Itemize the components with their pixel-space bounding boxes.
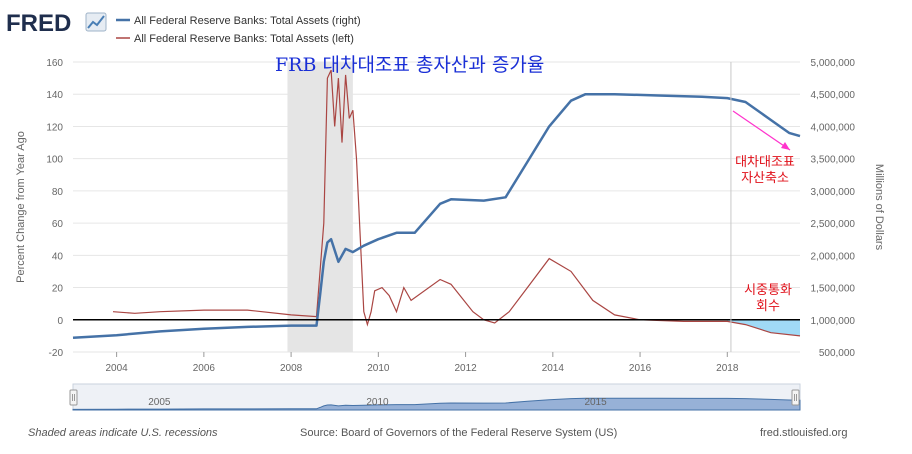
source-note: Source: Board of Governors of the Federa… <box>300 427 617 439</box>
x-tick-label: 2014 <box>542 363 565 374</box>
annotation-withdrawal-line1: 시중통화 <box>744 283 792 298</box>
navigator-label: 2010 <box>366 397 389 408</box>
y-right-tick-label: 4,500,000 <box>811 90 856 101</box>
annotation-withdrawal: 시중통화 회수 <box>744 283 792 314</box>
annotation-shrink: 대차대조표 자산축소 <box>732 110 795 186</box>
y-right-tick-label: 1,000,000 <box>811 316 856 327</box>
x-axis-ticks: 2004 2006 2008 2010 2012 2014 2016 2018 <box>105 352 739 374</box>
recession-shading <box>287 62 353 352</box>
navigator-label: 2005 <box>148 397 171 408</box>
y-left-tick-label: 0 <box>57 316 63 327</box>
annotation-arrow-head <box>781 142 790 150</box>
x-tick-label: 2016 <box>629 363 652 374</box>
range-navigator[interactable]: 2005 2010 2015 <box>69 383 801 411</box>
y-left-tick-label: 40 <box>52 251 64 262</box>
navigator-left-handle[interactable] <box>69 389 78 406</box>
recession-band <box>287 62 353 352</box>
legend-label-left: All Federal Reserve Banks: Total Assets … <box>134 33 354 45</box>
annotation-arrow-line <box>732 110 791 151</box>
y-right-tick-label: 2,000,000 <box>811 251 856 262</box>
y-left-tick-label: 80 <box>52 187 64 198</box>
x-tick-label: 2004 <box>105 363 128 374</box>
series-right-line <box>72 92 801 340</box>
y-right-axis-title: Millions of Dollars <box>873 164 885 251</box>
x-tick-label: 2008 <box>280 363 303 374</box>
y-right-tick-label: 5,000,000 <box>811 58 856 69</box>
y-right-tick-label: 4,000,000 <box>811 122 856 133</box>
y-left-axis-title: Percent Change from Year Ago <box>15 131 27 283</box>
annotation-withdrawal-line2: 회수 <box>756 299 780 314</box>
y-right-tick-label: 2,500,000 <box>811 219 856 230</box>
y-left-tick-label: 60 <box>52 219 64 230</box>
site-link[interactable]: fred.stlouisfed.org <box>760 427 847 439</box>
y-left-tick-label: 20 <box>52 284 64 295</box>
series-right-path <box>72 92 801 340</box>
x-tick-label: 2012 <box>454 363 477 374</box>
y-left-axis-ticks: 160 140 120 100 80 60 40 20 0 -20 <box>46 58 63 359</box>
y-right-tick-label: 500,000 <box>819 348 856 359</box>
y-left-tick-label: 100 <box>46 155 63 166</box>
x-tick-label: 2018 <box>716 363 739 374</box>
y-left-tick-label: -20 <box>49 348 64 359</box>
y-right-tick-label: 3,500,000 <box>811 155 856 166</box>
legend: All Federal Reserve Banks: Total Assets … <box>116 15 361 45</box>
y-left-tick-label: 160 <box>46 58 63 69</box>
x-tick-label: 2006 <box>193 363 216 374</box>
y-right-tick-label: 1,500,000 <box>811 284 856 295</box>
series-left-line <box>112 69 801 337</box>
navigator-label: 2015 <box>584 397 607 408</box>
fred-logo[interactable]: FRED <box>6 10 107 37</box>
shrink-fill-polygon <box>727 319 800 336</box>
y-left-tick-label: 140 <box>46 90 63 101</box>
line-chart-icon <box>85 12 107 32</box>
y-right-axis-ticks: 5,000,000 4,500,000 4,000,000 3,500,000 3,00… <box>811 58 856 359</box>
y-right-tick-label: 3,000,000 <box>811 187 856 198</box>
shrink-fill-area <box>727 319 800 336</box>
annotation-shrink-line2: 자산축소 <box>741 171 789 186</box>
annotation-title: FRB 대차대조표 총자산과 증가율 <box>275 54 544 76</box>
annotation-shrink-line1: 대차대조표 <box>735 155 795 170</box>
navigator-right-handle[interactable] <box>791 389 800 406</box>
fred-logo-text: FRED <box>6 10 71 37</box>
series-left-path <box>112 69 801 337</box>
recession-note: Shaded areas indicate U.S. recessions <box>28 427 218 439</box>
x-tick-label: 2010 <box>367 363 390 374</box>
navigator-series-area <box>72 397 801 411</box>
y-left-tick-label: 120 <box>46 122 63 133</box>
legend-label-right: All Federal Reserve Banks: Total Assets … <box>134 15 361 27</box>
